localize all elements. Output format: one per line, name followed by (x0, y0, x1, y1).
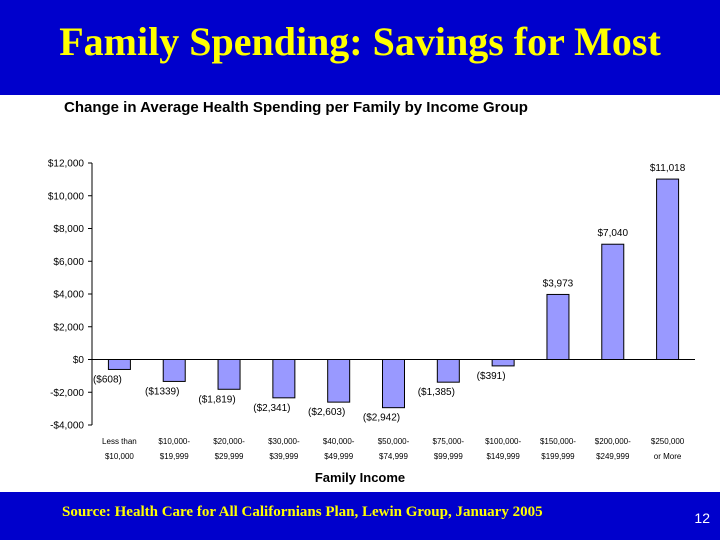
bar-value-label: ($1339) (145, 386, 179, 397)
category-label: $150,000- (540, 437, 576, 446)
bar (162, 359, 186, 382)
category-label: $100,000- (485, 437, 521, 446)
footer-band (0, 492, 720, 540)
category-label: $30,000- (268, 437, 300, 446)
category-label: $49,999 (324, 452, 353, 461)
category-label: $149,999 (486, 452, 520, 461)
category-label: $10,000 (105, 452, 134, 461)
category-label: $249,999 (596, 452, 630, 461)
page-number: 12 (694, 510, 710, 526)
source-citation: Source: Health Care for All Californians… (62, 504, 543, 520)
bar-value-label: ($2,603) (308, 407, 345, 418)
y-tick-label: $10,000 (48, 191, 85, 202)
bar-value-label: $11,018 (650, 163, 686, 174)
bar-chart: Change in Average Health Spending per Fa… (48, 99, 695, 485)
bar-value-label: ($1,385) (418, 387, 455, 398)
bar (327, 359, 351, 403)
bars: ($608) ($1339) ($1,819) ($2,341) ($2,603) ($2… (93, 163, 686, 424)
category-label: $50,000- (378, 437, 410, 446)
x-axis-label: Family Income (315, 470, 405, 485)
chart-title: Change in Average Health Spending per Fa… (64, 99, 528, 116)
bar-value-label: $7,040 (597, 228, 628, 239)
bar-value-label: $3,973 (543, 278, 574, 289)
bar (656, 178, 680, 361)
category-label: $20,000- (213, 437, 245, 446)
y-tick-label: $6,000 (53, 257, 84, 268)
category-label: $250,000 (651, 437, 685, 446)
y-tick-label: $4,000 (53, 290, 84, 301)
bar (382, 359, 405, 409)
category-label: $10,000- (158, 437, 190, 446)
category-label: $19,999 (160, 452, 189, 461)
chart-panel (0, 95, 720, 492)
slide-title: Family Spending: Savings for Most (59, 19, 661, 64)
y-axis: $12,000 $10,000 $8,000 $6,000 $4,000 $2,000 $0… (48, 159, 695, 432)
y-tick-label: $0 (73, 355, 85, 366)
bar (107, 359, 131, 370)
category-label: $75,000- (433, 437, 465, 446)
x-axis-categories: Less than $10,000 $10,000- $19,999 $20,000- $… (102, 437, 685, 461)
category-label: $200,000- (595, 437, 631, 446)
y-tick-label: $12,000 (48, 159, 85, 170)
category-label: $74,999 (379, 452, 408, 461)
y-tick-label: -$4,000 (50, 421, 84, 432)
category-label: $29,999 (215, 452, 244, 461)
bar (491, 359, 515, 367)
bar-value-label: ($2,942) (363, 413, 400, 424)
bar (601, 243, 625, 360)
bar (436, 359, 460, 383)
y-tick-label: $2,000 (53, 322, 84, 333)
bar-value-label: ($1,819) (198, 394, 235, 405)
bar-value-label: ($2,341) (253, 403, 290, 414)
category-label: $199,999 (541, 452, 575, 461)
y-tick-label: $8,000 (53, 224, 84, 235)
category-label: $39,999 (269, 452, 298, 461)
bar-value-label: ($608) (93, 374, 122, 385)
category-label: $40,000- (323, 437, 355, 446)
category-label: $99,999 (434, 452, 463, 461)
category-label: Less than (102, 437, 137, 446)
title-band (0, 0, 720, 95)
bar (217, 359, 241, 390)
category-label: or More (654, 452, 682, 461)
bar (546, 293, 570, 360)
bar-value-label: ($391) (477, 371, 506, 382)
y-tick-label: -$2,000 (50, 388, 84, 399)
bar (272, 359, 296, 399)
